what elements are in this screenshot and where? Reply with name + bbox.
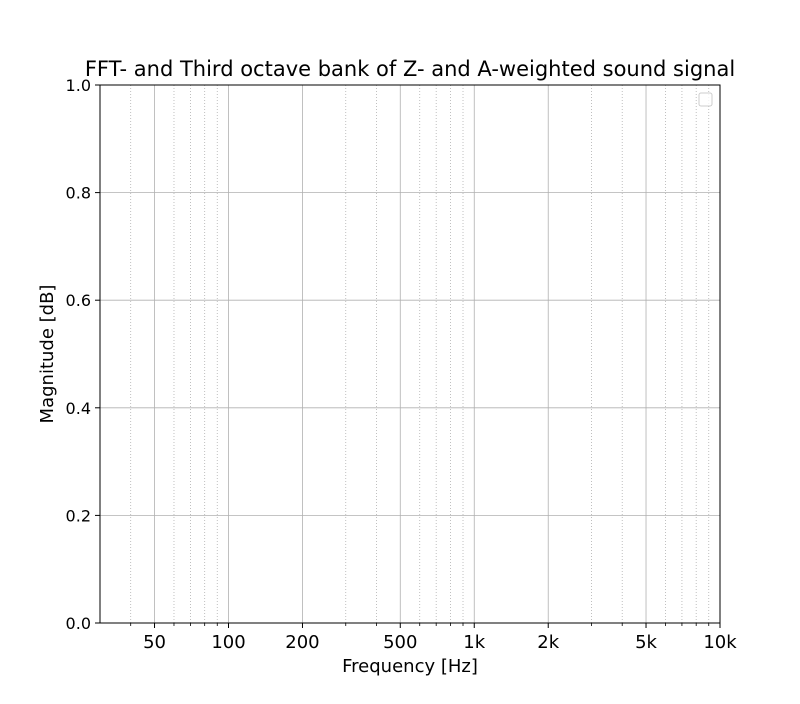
y-axis: 0.0 0.2 0.4 0.6 0.8 1.0 [66,76,100,633]
x-tick-label: 2k [537,632,559,653]
y-tick-label: 0.0 [66,614,91,633]
x-axis: 50 100 200 500 1k 2k 5k 10k [130,623,737,653]
x-tick-label: 5k [635,632,657,653]
y-tick-label: 0.8 [66,184,91,203]
x-tick-label: 10k [703,632,737,653]
x-tick-label: 1k [463,632,485,653]
plot-area [99,84,721,624]
x-axis-label: Frequency [Hz] [342,656,478,677]
plot-frame [99,84,721,624]
y-tick-label: 0.6 [66,291,91,310]
plot-background [100,85,720,623]
x-tick-label: 100 [211,632,245,653]
x-tick-label: 50 [143,632,166,653]
x-tick-label: 500 [383,632,417,653]
y-tick-label: 0.2 [66,506,91,525]
y-axis-label: Magnitude [dB] [37,285,58,424]
legend [698,92,713,107]
legend-box [698,92,713,107]
chart-title: FFT- and Third octave bank of Z- and A-w… [85,57,735,81]
y-tick-label: 0.4 [66,399,91,418]
y-tick-label: 1.0 [66,76,91,95]
x-tick-label: 200 [285,632,319,653]
